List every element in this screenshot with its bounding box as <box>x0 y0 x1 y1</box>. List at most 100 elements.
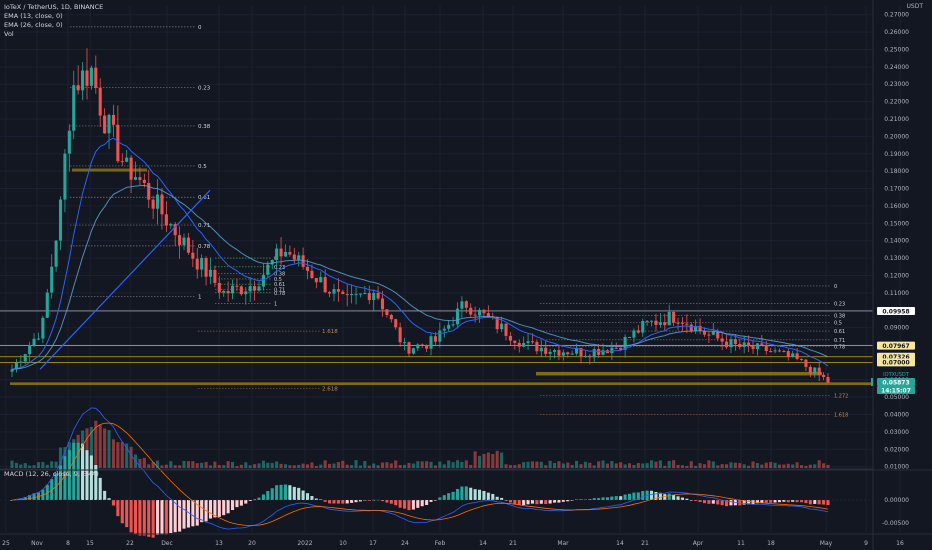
candle-body <box>367 292 371 301</box>
candle-body <box>508 335 512 341</box>
candle-body <box>182 237 186 246</box>
volume-bar <box>658 460 662 468</box>
volume-bar <box>429 461 433 468</box>
volume-bar <box>447 460 451 468</box>
candle-body <box>10 369 14 372</box>
price-tick-label: 0.19000 <box>884 151 909 158</box>
fib-small-label: 0.23 <box>274 265 285 271</box>
volume-bar <box>301 463 305 468</box>
macd-hist-bar <box>429 500 433 502</box>
volume-bar <box>226 461 230 468</box>
candle-body <box>813 367 817 374</box>
macd-hist-bar <box>81 443 85 500</box>
candle-body <box>416 344 420 349</box>
volume-bar <box>636 463 640 468</box>
volume-bar <box>460 461 464 468</box>
macd-hist-bar <box>85 450 89 500</box>
time-tick-label: 11 <box>737 540 745 547</box>
macd-hist-bar <box>522 500 526 505</box>
volume-bar <box>451 462 455 468</box>
candle-body <box>323 277 327 293</box>
candle-body <box>769 351 773 353</box>
macd-hist-bar <box>380 500 385 502</box>
volume-bar <box>425 461 429 468</box>
symbol-legend[interactable]: IoTeX / TetherUS, 1D, BINANCE <box>4 3 104 11</box>
volume-bar <box>103 428 107 468</box>
volume-bar <box>32 465 36 468</box>
volume-bar <box>517 464 521 468</box>
ema-fast-legend[interactable]: EMA (13, close, 0) <box>4 12 63 20</box>
price-tick-label: 0.05000 <box>884 394 909 401</box>
price-tick-label: 0.25000 <box>884 46 909 53</box>
volume-bar <box>588 462 592 468</box>
macd-hist-bar <box>191 500 195 527</box>
volume-bar <box>288 465 292 468</box>
macd-hist-bar <box>716 500 720 505</box>
volume-bar <box>822 463 826 468</box>
macd-legend[interactable]: MACD (12, 26, close, 9, EMA) <box>4 470 99 478</box>
volume-bar <box>614 463 618 468</box>
macd-hist-bar <box>804 500 808 504</box>
time-tick-label: 2022 <box>297 540 312 547</box>
macd-hist-bar <box>478 489 482 500</box>
candle-body <box>191 252 195 259</box>
volume-bar <box>570 464 574 468</box>
vol-legend[interactable]: Vol <box>4 30 14 38</box>
time-tick-label: 14 <box>616 540 624 547</box>
macd-hist-bar <box>495 496 499 500</box>
volume-bar <box>663 465 667 468</box>
volume-bar <box>328 463 332 468</box>
volume-bar <box>19 464 23 468</box>
macd-hist-bar <box>588 499 592 500</box>
candle-body <box>773 350 777 352</box>
candle-body <box>380 298 385 310</box>
candle-body <box>469 307 473 315</box>
price-tick-label: 0.23000 <box>884 81 909 88</box>
volume-bar <box>469 464 473 468</box>
candle-body <box>345 294 349 296</box>
volume-bar <box>275 461 279 468</box>
volume-bar <box>292 465 296 468</box>
trend-line <box>39 189 211 370</box>
price-label-tag <box>877 385 915 394</box>
candle-body <box>151 199 155 209</box>
volume-bar <box>314 465 318 468</box>
time-tick-label: Dec <box>161 540 173 547</box>
candle-body <box>407 342 411 354</box>
candle-body <box>319 277 323 283</box>
macd-hist-bar <box>32 493 36 500</box>
volume-bar <box>191 461 195 468</box>
macd-hist-bar <box>786 500 790 503</box>
fib-left-label: 2.618 <box>322 386 338 392</box>
volume-bar <box>513 465 517 468</box>
candle-body <box>266 264 270 275</box>
volume-bar <box>641 463 645 468</box>
fib-right-label: 0.5 <box>834 320 842 326</box>
candle-body <box>795 353 799 359</box>
volume-bar <box>200 462 204 468</box>
volume-bar <box>751 461 755 468</box>
candle-body <box>592 349 596 358</box>
volume-bar <box>561 463 565 468</box>
macd-hist-bar <box>416 500 420 508</box>
macd-hist-bar <box>23 496 27 500</box>
candle-body <box>729 339 733 348</box>
volume-bar <box>773 462 777 468</box>
macd-hist-bar <box>257 497 261 500</box>
macd-hist-bar <box>328 500 332 504</box>
macd-hist-bar <box>548 500 552 504</box>
volume-bar <box>544 465 548 468</box>
macd-hist-bar <box>19 498 23 500</box>
candle-body <box>186 237 190 253</box>
resistance-band <box>72 168 147 172</box>
volume-bar <box>729 462 733 468</box>
macd-hist-bar <box>544 500 548 505</box>
ema-lines <box>11 137 829 370</box>
macd-hist-bar <box>411 500 415 510</box>
volume-bar <box>799 465 804 468</box>
candle-body <box>782 350 786 352</box>
ema-slow-legend[interactable]: EMA (26, close, 0) <box>4 21 63 29</box>
macd-hist-bar <box>244 500 248 504</box>
macd-hist-bar <box>248 500 252 501</box>
